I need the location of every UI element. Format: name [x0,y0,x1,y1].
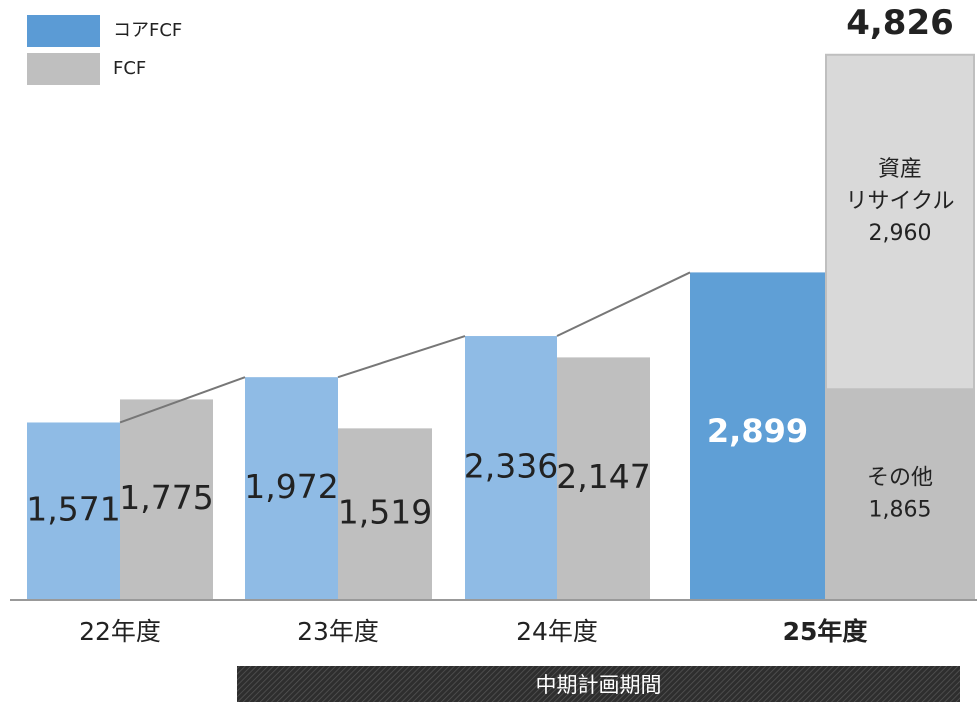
x-tick-label: 22年度 [79,617,161,646]
value-label: 1,775 [119,478,213,517]
x-tick-label: 24年度 [516,617,598,646]
bar [120,399,213,600]
value-label: 2,147 [556,457,650,496]
x-tick-label: 23年度 [297,617,379,646]
bar [690,272,825,600]
segment-value: 2,960 [869,221,932,246]
stack-segment [825,388,975,601]
period-band [237,666,960,702]
legend-label: FCF [113,58,146,79]
bar [338,428,432,600]
segment-label: その他 [867,466,933,491]
connector [556,271,691,337]
segment-label: 資産 [878,157,922,182]
value-label: 1,972 [244,467,338,506]
total-label: 4,826 [846,3,954,43]
value-label: 2,336 [464,447,558,486]
value-label: 1,519 [338,493,432,532]
period-label: 中期計画期間 [536,673,662,697]
connector [337,335,466,379]
segment-label: リサイクル [846,189,955,214]
bar [27,422,120,600]
legend-swatch [27,53,100,85]
legend-label: コアFCF [113,20,182,41]
value-label: 1,571 [26,490,120,529]
connector [119,376,246,424]
bar [465,336,557,600]
value-label: 2,899 [707,412,808,450]
stack-segment [825,53,975,391]
segment-value: 1,865 [869,498,932,523]
x-tick-label: 25年度 [783,617,868,646]
bar [245,377,338,600]
bar [557,357,650,600]
legend-swatch [27,15,100,47]
